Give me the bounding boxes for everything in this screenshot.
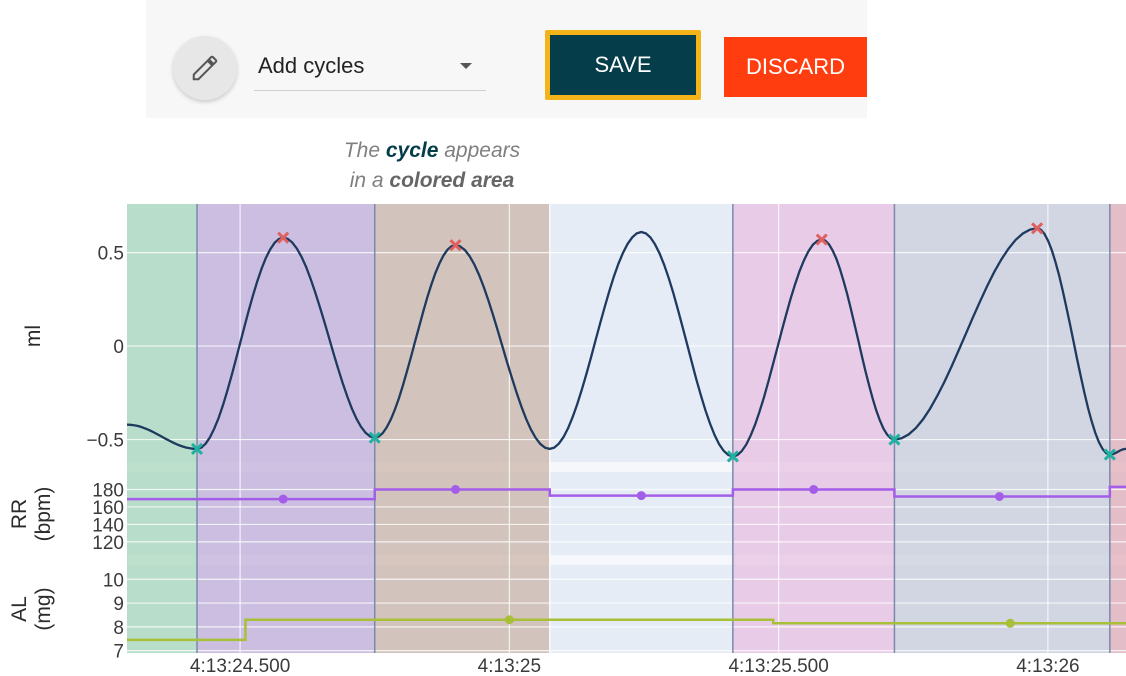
- discard-button[interactable]: DISCARD: [724, 37, 867, 97]
- y-tick-label: 120: [92, 533, 124, 554]
- y-tick-label: 180: [92, 480, 124, 501]
- x-tick-label: 4:13:25: [478, 656, 541, 676]
- y-axis-title: RR: [8, 499, 31, 529]
- panel-gap: [127, 462, 1126, 472]
- y-tick-label: 160: [92, 498, 124, 519]
- y-tick-label: 140: [92, 515, 124, 536]
- peak-marker: [277, 231, 290, 244]
- caret-down-icon: [460, 63, 472, 69]
- peak-marker: [1031, 222, 1044, 235]
- mode-select[interactable]: Add cycles: [254, 44, 486, 91]
- trough-marker: [888, 433, 901, 446]
- y-axis-title: ml: [22, 325, 45, 347]
- save-button-highlight: SAVE: [545, 30, 701, 100]
- y-tick-label: 10: [103, 570, 124, 591]
- x-tick-label: 4:13:26: [1016, 656, 1079, 676]
- cycle-region: [374, 204, 550, 653]
- panel-gap: [127, 555, 1126, 565]
- pencil-icon: [192, 55, 218, 81]
- y-tick-label: 0.5: [98, 244, 124, 265]
- callout-bold: cycle: [385, 139, 439, 162]
- trough-marker: [1103, 448, 1116, 461]
- y-tick-label: −0.5: [86, 431, 124, 452]
- y-tick-label: 7: [113, 642, 124, 663]
- trough-marker: [368, 431, 381, 444]
- cycle-region: [1109, 204, 1126, 653]
- x-tick-label: 4:13:25.500: [728, 656, 828, 676]
- cycle-region: [197, 204, 375, 653]
- cycle-region: [127, 204, 198, 653]
- edit-mode-button[interactable]: [173, 36, 237, 100]
- callout-text: The: [343, 139, 386, 162]
- rr-point: [451, 484, 461, 494]
- rr-line: [127, 485, 1126, 501]
- callout-bold: colored area: [389, 169, 515, 192]
- trough-marker: [726, 450, 739, 463]
- rr-point: [809, 484, 819, 494]
- rr-point: [994, 491, 1004, 501]
- callout-text: appears: [438, 139, 521, 162]
- cycle-region: [732, 204, 895, 653]
- y-tick-label: 0: [113, 337, 124, 358]
- mode-select-value: Add cycles: [258, 53, 365, 78]
- trough-marker: [190, 442, 204, 455]
- cycle-region: [894, 204, 1110, 653]
- x-tick-label: 4:13:24.500: [190, 656, 290, 676]
- callout-text: in a: [349, 169, 390, 192]
- rr-point: [636, 491, 646, 501]
- y-axis-title: (bpm): [32, 487, 55, 542]
- save-button[interactable]: SAVE: [550, 35, 696, 95]
- rr-point: [278, 494, 288, 504]
- y-axis-title: (mg): [32, 587, 55, 630]
- edit-toolbar: Add cycles SAVE DISCARD: [146, 0, 867, 118]
- peak-marker: [449, 239, 462, 252]
- y-tick-label: 8: [113, 618, 124, 639]
- al-point: [504, 615, 514, 625]
- al-point: [1005, 618, 1015, 628]
- y-axis-title: AL: [8, 596, 31, 622]
- peak-marker: [815, 233, 828, 246]
- y-tick-label: 9: [113, 594, 124, 615]
- cycle-callout: The cycle appears in a colored area: [300, 136, 564, 196]
